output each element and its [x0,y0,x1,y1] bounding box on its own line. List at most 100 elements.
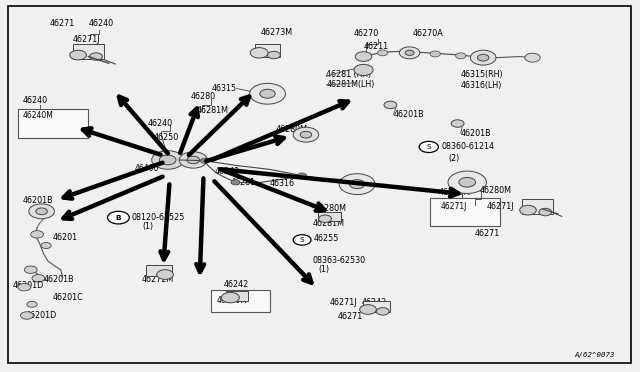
Text: 08360-61214: 08360-61214 [442,142,495,151]
Text: 46281: 46281 [230,178,255,187]
Circle shape [378,50,388,56]
Circle shape [470,50,496,65]
Bar [146,265,172,276]
Circle shape [20,312,33,319]
Circle shape [31,231,44,238]
Text: 46271J: 46271J [440,202,467,211]
Text: S: S [300,237,305,243]
Bar [255,44,280,57]
Circle shape [70,50,86,60]
Circle shape [179,152,207,168]
Text: (2): (2) [448,154,460,163]
Text: 46400: 46400 [134,164,159,173]
Text: 46270: 46270 [353,29,379,38]
Text: 46201B: 46201B [461,129,492,138]
Circle shape [187,156,200,164]
Circle shape [36,208,47,215]
Bar [522,199,553,214]
Bar [319,212,340,221]
Bar [211,290,270,312]
Circle shape [250,48,268,58]
Text: 46271: 46271 [475,229,500,238]
Bar [226,291,248,301]
Text: 46316(LH): 46316(LH) [461,81,502,90]
Circle shape [448,171,486,193]
Text: 46273M: 46273M [261,28,293,37]
Circle shape [268,51,280,59]
Circle shape [27,301,37,307]
Text: (1): (1) [319,265,330,274]
Text: 46201B: 46201B [394,110,424,119]
Circle shape [298,173,307,178]
Text: 46271J: 46271J [330,298,357,307]
Text: 46240M: 46240M [23,111,54,120]
Circle shape [260,89,275,98]
Text: 46281M: 46281M [197,106,229,115]
Bar [73,44,104,59]
Circle shape [159,155,176,165]
Text: 46280M: 46280M [438,188,470,197]
Text: 08363-62530: 08363-62530 [312,256,365,265]
Circle shape [152,151,184,169]
Text: 46201C: 46201C [52,293,83,302]
Circle shape [456,53,466,59]
Circle shape [319,215,332,222]
Text: S: S [426,144,431,150]
Text: 46316: 46316 [270,179,295,187]
Text: 46240: 46240 [147,119,172,128]
Text: B: B [116,215,121,221]
Text: 46201B: 46201B [23,196,54,205]
Circle shape [355,52,372,61]
Circle shape [459,177,476,187]
Text: 46240M: 46240M [216,296,247,305]
Circle shape [376,308,389,315]
Text: 46201D: 46201D [13,281,44,290]
Text: 46211: 46211 [364,42,388,51]
Text: (1): (1) [142,222,153,231]
Text: 46270A: 46270A [413,29,444,38]
Text: 46240: 46240 [23,96,48,105]
Text: 46201B: 46201B [44,275,74,283]
Text: 46250: 46250 [154,133,179,142]
Circle shape [32,275,45,282]
Circle shape [430,51,440,57]
Text: 46271: 46271 [50,19,76,28]
Circle shape [477,54,489,61]
Circle shape [360,305,376,314]
Circle shape [24,266,37,273]
Text: 46272M: 46272M [142,275,174,284]
Circle shape [157,270,173,279]
Circle shape [451,120,464,127]
Circle shape [250,83,285,104]
Text: 46315: 46315 [212,84,237,93]
Circle shape [339,174,375,195]
Circle shape [419,141,438,153]
Text: 46242: 46242 [215,167,240,176]
Text: 46201: 46201 [52,233,77,242]
Text: 46242: 46242 [362,298,387,307]
Circle shape [354,64,373,76]
Text: 46240: 46240 [88,19,114,28]
Text: 46280M: 46280M [275,125,307,134]
Circle shape [293,235,311,245]
Circle shape [29,204,54,219]
Circle shape [41,243,51,248]
Circle shape [18,283,31,291]
Bar [430,198,500,226]
Circle shape [231,180,240,185]
Circle shape [384,101,397,109]
Text: A/62^0073: A/62^0073 [574,352,614,358]
Text: 46281 (RH): 46281 (RH) [326,70,372,79]
Text: 46280M: 46280M [480,186,512,195]
Circle shape [108,211,129,224]
Circle shape [293,127,319,142]
Circle shape [539,208,552,216]
Circle shape [221,292,239,303]
Circle shape [300,131,312,138]
Bar [18,109,88,138]
Text: 46280M: 46280M [315,204,347,213]
Text: 46201D: 46201D [26,311,57,320]
Text: 46281M: 46281M [312,219,344,228]
Circle shape [399,47,420,59]
Text: 46315(RH): 46315(RH) [461,70,504,79]
